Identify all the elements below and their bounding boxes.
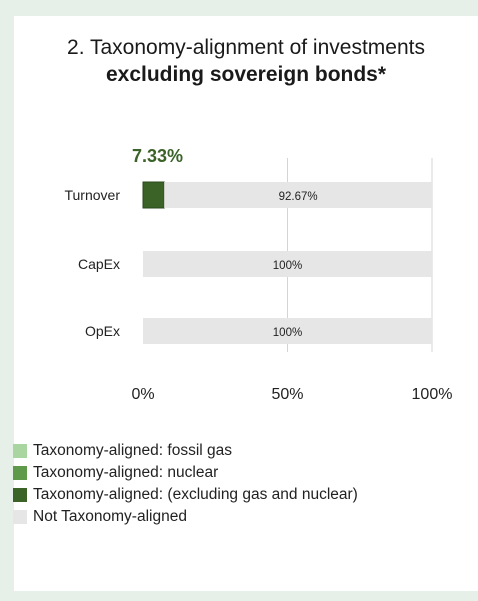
- data-label-not-aligned: 100%: [273, 260, 302, 272]
- data-label-aligned: 7.33%: [132, 146, 183, 166]
- bar-turnover-aligned: [142, 181, 165, 209]
- legend-label: Taxonomy-aligned: (excluding gas and nuc…: [33, 486, 358, 503]
- legend: Taxonomy-aligned: fossil gas Taxonomy-ali…: [13, 440, 358, 528]
- category-label: CapEx: [78, 256, 120, 272]
- x-tick-label: 100%: [412, 386, 453, 403]
- title-line-1: 2. Taxonomy-alignment of investments: [67, 36, 425, 59]
- legend-label: Not Taxonomy-aligned: [33, 508, 187, 525]
- chart-panel: 2. Taxonomy-alignment of investments exc…: [14, 16, 478, 591]
- legend-item: Taxonomy-aligned: fossil gas: [13, 440, 358, 462]
- legend-item: Taxonomy-aligned: (excluding gas and nuc…: [13, 484, 358, 506]
- legend-item: Taxonomy-aligned: nuclear: [13, 462, 358, 484]
- bar-turnover-not-aligned: [164, 182, 432, 208]
- bar-opex-not-aligned: [143, 318, 432, 344]
- chart-title: 2. Taxonomy-alignment of investments exc…: [14, 34, 478, 88]
- title-line-2: excluding sovereign bonds*: [105, 63, 387, 86]
- legend-label: Taxonomy-aligned: nuclear: [33, 464, 219, 481]
- legend-swatch: [13, 444, 27, 458]
- category-label: Turnover: [64, 187, 120, 203]
- legend-swatch: [13, 466, 27, 480]
- x-tick-label: 50%: [271, 386, 303, 403]
- bar-capex-not-aligned: [143, 251, 432, 277]
- data-label-not-aligned: 100%: [273, 327, 302, 339]
- legend-label: Taxonomy-aligned: fossil gas: [33, 442, 233, 459]
- data-label-not-aligned: 92.67%: [279, 191, 318, 203]
- category-label: OpEx: [85, 323, 120, 339]
- x-tick-label: 0%: [131, 386, 154, 403]
- legend-swatch: [13, 510, 27, 524]
- legend-item: Not Taxonomy-aligned: [13, 506, 358, 528]
- legend-swatch: [13, 488, 27, 502]
